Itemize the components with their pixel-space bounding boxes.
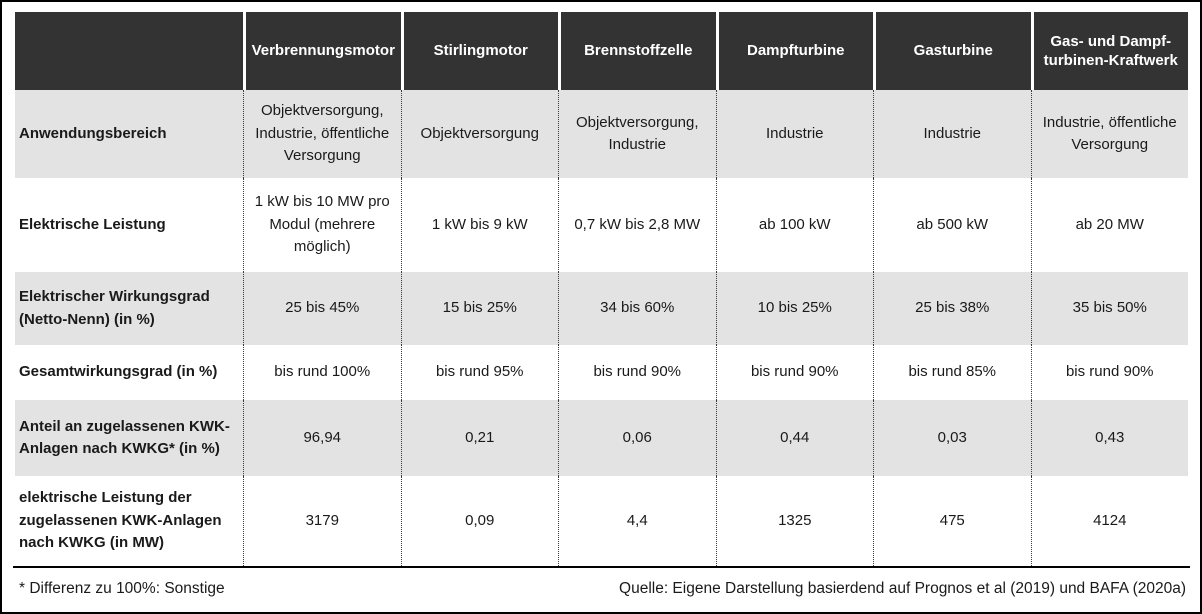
table-cell: 10 bis 25% bbox=[715, 272, 874, 345]
kwk-technology-table: Verbrennungsmotor Stirlingmotor Brennsto… bbox=[15, 12, 1188, 566]
column-header-verbrennungsmotor: Verbrennungsmotor bbox=[243, 12, 401, 90]
column-header-stirlingmotor: Stirlingmotor bbox=[400, 12, 559, 90]
table-cell: bis rund 90% bbox=[1030, 345, 1189, 400]
source-line: Quelle: Eigene Darstellung basierdend au… bbox=[619, 580, 1186, 597]
table-cell: 0,7 kW bis 2,8 MW bbox=[558, 178, 716, 272]
table-cell: Objektversorgung, Industrie, öffentliche… bbox=[243, 90, 401, 178]
table-cell: 15 bis 25% bbox=[400, 272, 559, 345]
table-cell: ab 500 kW bbox=[873, 178, 1031, 272]
header-corner-cell bbox=[15, 12, 243, 90]
table-cell: Industrie, öffentliche Versorgung bbox=[1030, 90, 1189, 178]
column-header-gud-kraftwerk: Gas- und Dampf- turbinen-Kraftwerk bbox=[1030, 12, 1189, 90]
table-cell: 96,94 bbox=[243, 400, 401, 476]
table-cell: 4,4 bbox=[558, 476, 716, 566]
table-cell: 0,06 bbox=[558, 400, 716, 476]
footnote: * Differenz zu 100%: Sonstige bbox=[19, 580, 225, 597]
table-cell: bis rund 85% bbox=[873, 345, 1031, 400]
column-header-gasturbine: Gasturbine bbox=[873, 12, 1031, 90]
table-row-gesamtwirkungsgrad: Gesamtwirkungsgrad (in %) bis rund 100% … bbox=[15, 345, 1188, 400]
table-cell: bis rund 90% bbox=[715, 345, 874, 400]
table-cell: bis rund 100% bbox=[243, 345, 401, 400]
table-cell: 1 kW bis 9 kW bbox=[400, 178, 559, 272]
header-row: Verbrennungsmotor Stirlingmotor Brennsto… bbox=[15, 12, 1188, 90]
table-cell: Objektversorgung, Industrie bbox=[558, 90, 716, 178]
table-cell: ab 100 kW bbox=[715, 178, 874, 272]
table-cell: 1 kW bis 10 MW pro Modul (mehrere möglic… bbox=[243, 178, 401, 272]
table-cell: 34 bis 60% bbox=[558, 272, 716, 345]
table-cell: bis rund 95% bbox=[400, 345, 559, 400]
row-label: Elektrische Leistung bbox=[19, 215, 166, 233]
table-footer: * Differenz zu 100%: Sonstige Quelle: Ei… bbox=[13, 566, 1190, 612]
table-row-anwendungsbereich: Anwendungsbereich Objektversorgung, Indu… bbox=[15, 90, 1188, 178]
table-cell: Objektversorgung bbox=[400, 90, 559, 178]
row-label: elektrische Leistung der zugelassenen KW… bbox=[19, 489, 222, 552]
row-label: Anteil an zugelassenen KWK-Anlagen nach … bbox=[19, 417, 230, 458]
table-row-anteil-kwk-anlagen: Anteil an zugelassenen KWK-Anlagen nach … bbox=[15, 400, 1188, 476]
column-header-dampfturbine: Dampfturbine bbox=[715, 12, 874, 90]
table-cell: ab 20 MW bbox=[1030, 178, 1189, 272]
row-label: Gesamtwirkungsgrad (in %) bbox=[19, 363, 218, 381]
table-cell: 0,09 bbox=[400, 476, 559, 566]
table-cell: 0,43 bbox=[1030, 400, 1189, 476]
table-row-elektrische-leistung-kwkg: elektrische Leistung der zugelassenen KW… bbox=[15, 476, 1188, 566]
row-label: Anwendungsbereich bbox=[19, 124, 167, 142]
table-cell: Industrie bbox=[873, 90, 1031, 178]
table-cell: Industrie bbox=[715, 90, 874, 178]
table-cell: 0,44 bbox=[715, 400, 874, 476]
table-cell: 475 bbox=[873, 476, 1031, 566]
table-cell: 3179 bbox=[243, 476, 401, 566]
table-cell: 35 bis 50% bbox=[1030, 272, 1189, 345]
table-row-elektrischer-wirkungsgrad: Elektrischer Wirkungsgrad (Netto-Nenn) (… bbox=[15, 272, 1188, 345]
row-label: Elektrischer Wirkungsgrad (Netto-Nenn) (… bbox=[19, 288, 210, 328]
column-header-brennstoffzelle: Brennstoffzelle bbox=[558, 12, 716, 90]
table-cell: 0,21 bbox=[400, 400, 559, 476]
table-cell: 0,03 bbox=[873, 400, 1031, 476]
table-cell: 1325 bbox=[715, 476, 874, 566]
table-cell: 4124 bbox=[1030, 476, 1189, 566]
table-cell: 25 bis 38% bbox=[873, 272, 1031, 345]
table-row-elektrische-leistung: Elektrische Leistung 1 kW bis 10 MW pro … bbox=[15, 178, 1188, 272]
table-cell: 25 bis 45% bbox=[243, 272, 401, 345]
table-cell: bis rund 90% bbox=[558, 345, 716, 400]
